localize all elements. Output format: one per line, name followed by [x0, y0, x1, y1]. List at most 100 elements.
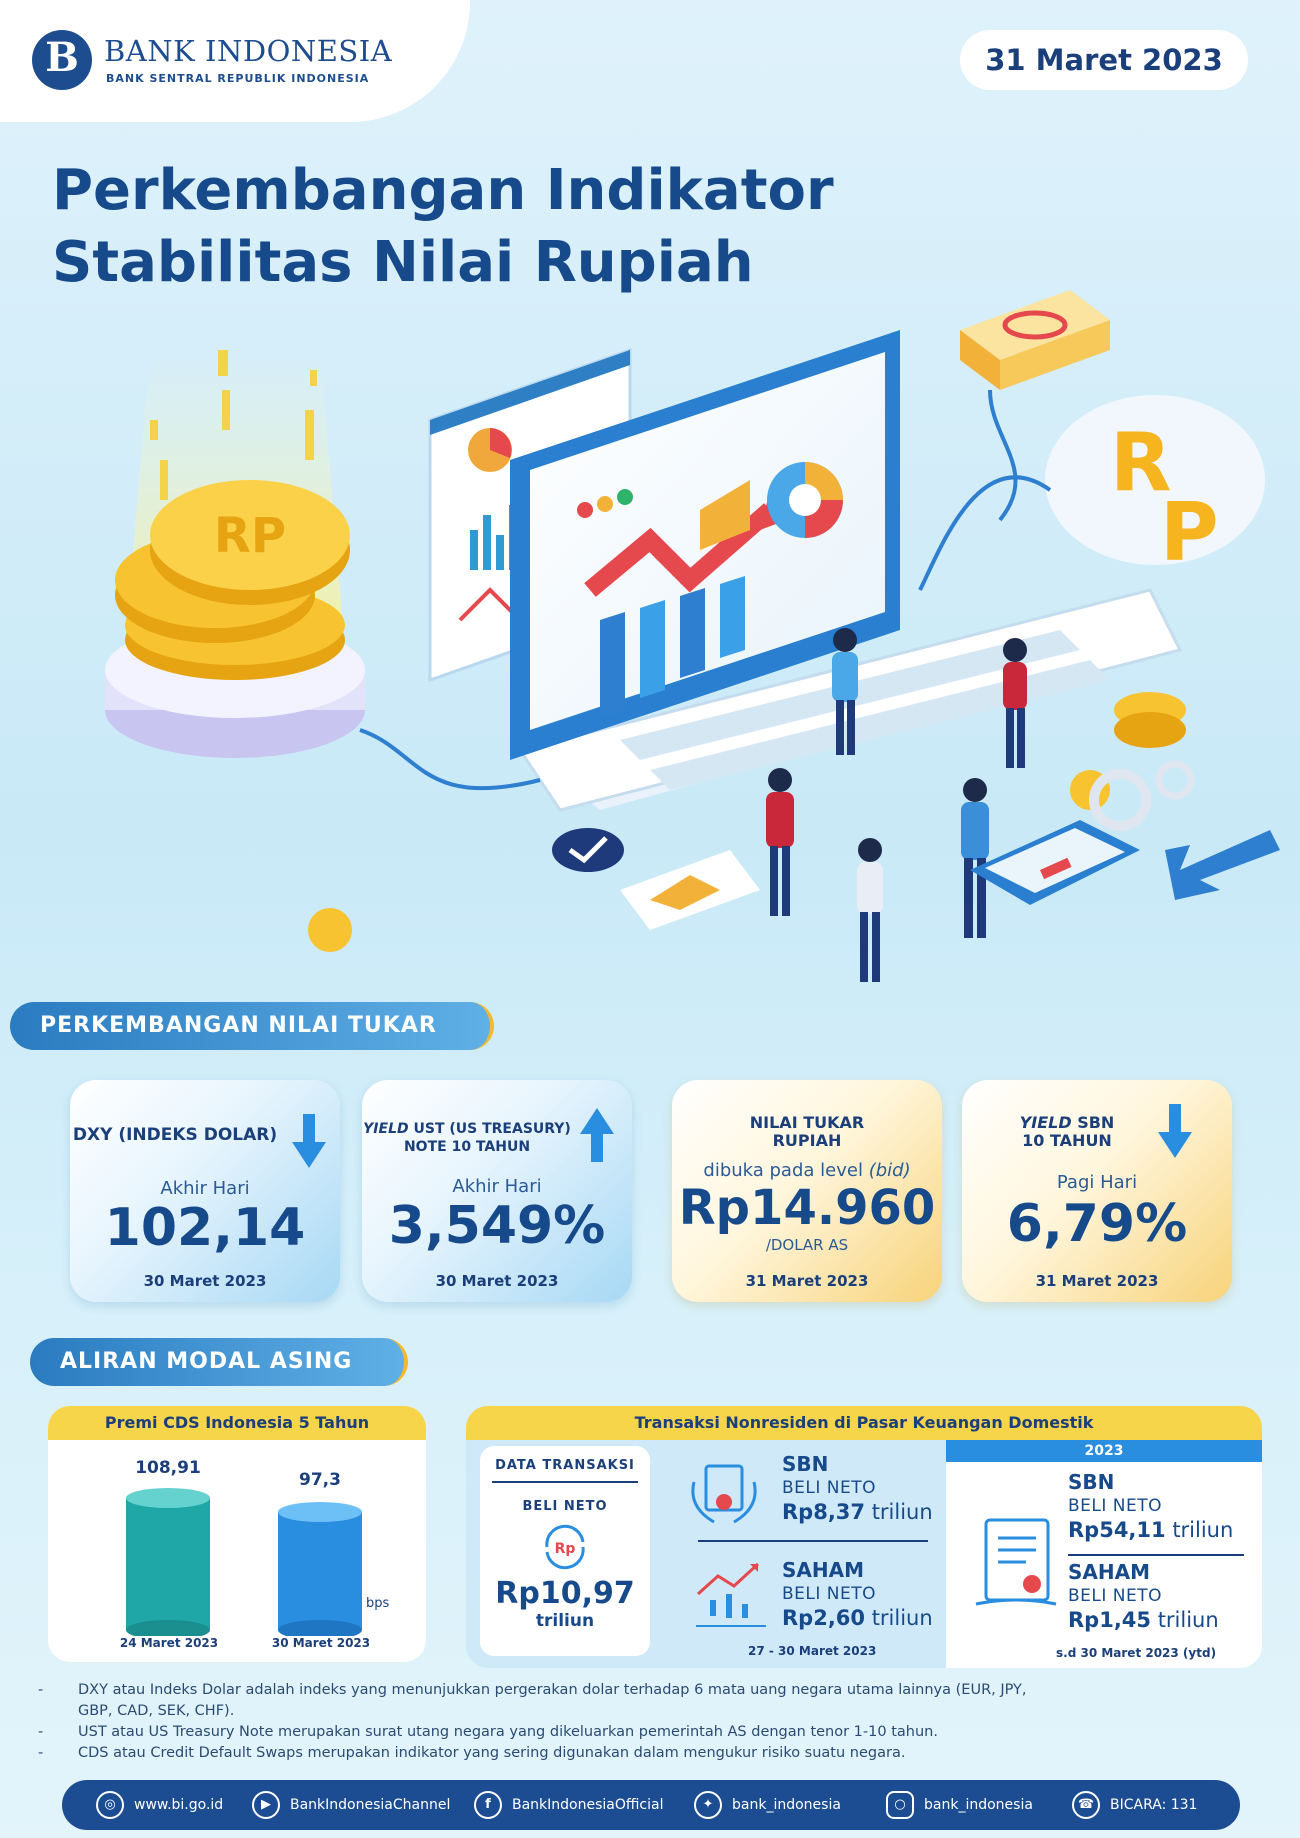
cds-title: Premi CDS Indonesia 5 Tahun	[48, 1406, 426, 1440]
instagram-icon: ○	[886, 1791, 914, 1819]
dxy-heading: DXY (INDEKS DOLAR)	[72, 1125, 278, 1145]
rupiah-rate-card: NILAI TUKAR RUPIAH dibuka pada level (bi…	[672, 1080, 942, 1302]
ytd-period: s.d 30 Maret 2023 (ytd)	[1056, 1646, 1217, 1660]
ytd-sbn-amount: Rp54,11	[1068, 1518, 1166, 1542]
weekly-period: 27 - 30 Maret 2023	[748, 1644, 877, 1658]
ust-value: 3,549%	[388, 1196, 606, 1256]
dxy-card: DXY (INDEKS DOLAR) Akhir Hari 102,14 30 …	[70, 1080, 340, 1302]
rupiah-label: dibuka pada level (bid)	[672, 1160, 942, 1181]
svg-text:Rp: Rp	[555, 1541, 576, 1557]
play-icon: ▶	[252, 1791, 280, 1819]
capital-section-title: ALIRAN MODAL ASING	[30, 1338, 408, 1386]
transaction-total-box: DATA TRANSAKSI BELI NETO Rp Rp10,97 tril…	[480, 1446, 650, 1656]
ust-heading: YIELD UST (US TREASURY) NOTE 10 TAHUN	[362, 1120, 572, 1156]
sbn-value: 6,79%	[1006, 1194, 1188, 1254]
dxy-label: Akhir Hari	[160, 1178, 250, 1199]
contact-number: BICARA: 131	[1110, 1797, 1198, 1813]
weekly-saham-value: Rp2,60 triliun	[782, 1606, 933, 1630]
weekly-saham-amount: Rp2,60	[782, 1606, 866, 1630]
ust-label: Akhir Hari	[452, 1176, 542, 1197]
divider	[1068, 1554, 1244, 1556]
weekly-saham-unit: triliun	[865, 1606, 933, 1630]
weekly-sbn-unit: triliun	[865, 1500, 933, 1524]
weekly-saham-title: SAHAM	[782, 1558, 865, 1582]
cds-unit: bps	[366, 1596, 390, 1611]
weekly-sbn-amount: Rp8,37	[782, 1500, 866, 1524]
youtube-link[interactable]: BankIndonesiaChannel	[290, 1797, 451, 1813]
exchange-section-title: PERKEMBANGAN NILAI TUKAR	[10, 1002, 494, 1050]
bank-name: BANK INDONESIA	[104, 34, 393, 68]
sbn-heading-rest: SBN	[1071, 1113, 1115, 1132]
certificate-award-icon	[691, 1464, 757, 1524]
arrow-down-icon	[292, 1114, 326, 1168]
footnote: DXY atau Indeks Dolar adalah indeks yang…	[38, 1680, 1038, 1722]
divider	[492, 1481, 638, 1483]
title-line-1: Perkembangan Indikator	[52, 158, 834, 223]
rupiah-date: 31 Maret 2023	[745, 1272, 869, 1290]
nonresident-panel: Transaksi Nonresiden di Pasar Keuangan D…	[466, 1406, 1262, 1668]
footnotes: DXY atau Indeks Dolar adalah indeks yang…	[38, 1680, 1038, 1764]
ust-date: 30 Maret 2023	[435, 1272, 559, 1290]
document-certificate-icon	[975, 1518, 1057, 1606]
svg-text:P: P	[1160, 486, 1219, 579]
ytd-sbn-value: Rp54,11 triliun	[1068, 1518, 1233, 1542]
rupiah-heading: NILAI TUKAR RUPIAH	[672, 1114, 942, 1150]
weekly-sbn-value: Rp8,37 triliun	[782, 1500, 933, 1524]
sbn-yield-card: YIELD SBN 10 TAHUN Pagi Hari 6,79% 31 Ma…	[962, 1080, 1232, 1302]
sbn-heading: YIELD SBN 10 TAHUN	[962, 1114, 1172, 1150]
rupiah-cycle-icon: Rp	[545, 1524, 585, 1570]
total-value: Rp10,97	[495, 1576, 635, 1611]
twitter-link[interactable]: bank_indonesia	[732, 1797, 841, 1813]
arrow-up-icon	[580, 1108, 614, 1162]
rupiah-heading-line1: NILAI TUKAR	[749, 1113, 865, 1132]
page-title: Perkembangan Indikator Stabilitas Nilai …	[52, 155, 952, 299]
sbn-label: Pagi Hari	[1056, 1172, 1138, 1193]
instagram-link[interactable]: bank_indonesia	[924, 1797, 1033, 1813]
weekly-saham-label: BELI NETO	[782, 1584, 877, 1604]
ust-yield-card: YIELD UST (US TREASURY) NOTE 10 TAHUN Ak…	[362, 1080, 632, 1302]
bank-indonesia-logo-icon	[32, 30, 92, 90]
dxy-date: 30 Maret 2023	[143, 1272, 267, 1290]
twitter-icon: ✦	[694, 1791, 722, 1819]
data-transaction-label: DATA TRANSAKSI	[495, 1458, 635, 1473]
sbn-heading-line2: 10 TAHUN	[1022, 1131, 1112, 1150]
svg-text:R: R	[1110, 416, 1172, 509]
cds-date-2: 30 Maret 2023	[271, 1636, 371, 1650]
cds-date-1: 24 Maret 2023	[119, 1636, 219, 1650]
weekly-sbn-title: SBN	[782, 1452, 829, 1476]
rupiah-unit: /DOLAR AS	[765, 1236, 849, 1254]
cds-panel: Premi CDS Indonesia 5 Tahun 108,91 97,3 …	[48, 1406, 426, 1662]
footnote: CDS atau Credit Default Swaps merupakan …	[38, 1743, 1038, 1764]
title-line-2: Stabilitas Nilai Rupiah	[52, 230, 754, 295]
facebook-link[interactable]: BankIndonesiaOfficial	[512, 1797, 664, 1813]
ytd-saham-title: SAHAM	[1068, 1560, 1151, 1584]
divider	[698, 1540, 928, 1542]
cds-value-1: 108,91	[135, 1458, 201, 1478]
cds-bar-1	[126, 1488, 210, 1636]
facebook-icon: f	[474, 1791, 502, 1819]
total-unit: triliun	[535, 1611, 595, 1631]
ust-heading-rest: UST (US TREASURY)	[408, 1121, 571, 1137]
arrow-down-icon	[1158, 1104, 1192, 1158]
bank-subtitle: BANK SENTRAL REPUBLIK INDONESIA	[106, 72, 370, 85]
stock-chart-icon	[696, 1562, 766, 1627]
cds-bar-2	[278, 1502, 362, 1636]
sbn-heading-italic: YIELD	[1019, 1113, 1072, 1132]
globe-icon: ◎	[96, 1791, 124, 1819]
ytd-saham-amount: Rp1,45	[1068, 1608, 1152, 1632]
nonresident-title: Transaksi Nonresiden di Pasar Keuangan D…	[466, 1406, 1262, 1440]
ytd-saham-label: BELI NETO	[1068, 1586, 1163, 1606]
rupiah-heading-line2: RUPIAH	[772, 1131, 842, 1150]
sbn-date: 31 Maret 2023	[1035, 1272, 1159, 1290]
ytd-year: 2023	[946, 1440, 1262, 1462]
website-link[interactable]: www.bi.go.id	[134, 1797, 224, 1813]
ust-heading-italic: YIELD	[363, 1121, 409, 1137]
rupiah-label-italic: (bid)	[868, 1160, 911, 1181]
hero-illustration: RP R	[105, 290, 1280, 982]
total-buy-label: BELI NETO	[522, 1499, 608, 1514]
social-footer: ◎ www.bi.go.id ▶ BankIndonesiaChannel f …	[62, 1780, 1240, 1830]
ytd-sbn-title: SBN	[1068, 1470, 1115, 1494]
report-date: 31 Maret 2023	[960, 30, 1248, 90]
rupiah-value: Rp14.960	[678, 1180, 936, 1236]
ytd-saham-unit: triliun	[1151, 1608, 1219, 1632]
